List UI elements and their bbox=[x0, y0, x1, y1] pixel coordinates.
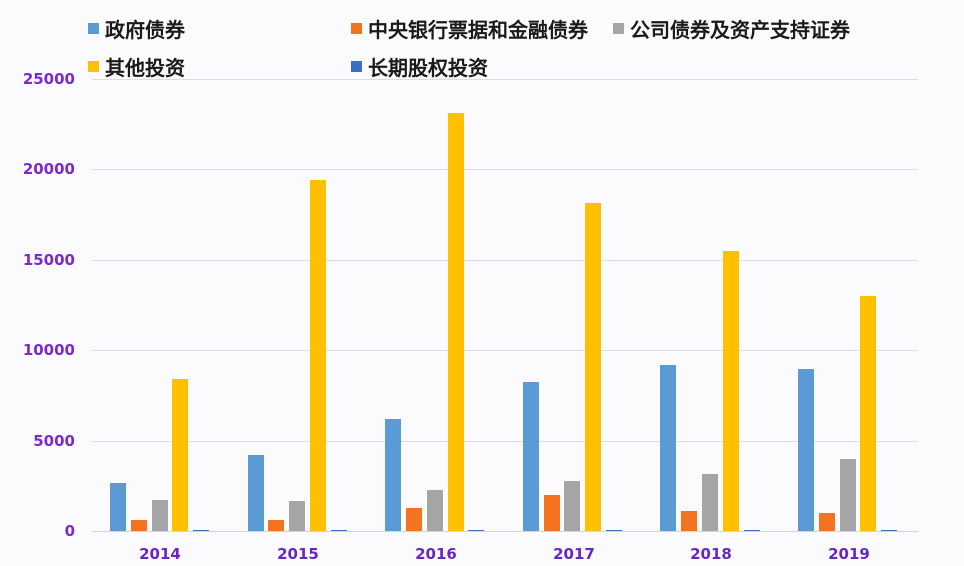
bar-2019-series-4 bbox=[881, 529, 898, 531]
legend-item-corporate-bonds: 公司债券及资产支持证券 bbox=[613, 14, 850, 43]
legend-swatch-icon bbox=[88, 61, 99, 72]
x-tick-label: 2015 bbox=[277, 545, 319, 563]
x-tick-label: 2019 bbox=[828, 545, 870, 563]
legend-label: 政府债券 bbox=[105, 18, 185, 42]
gridline bbox=[92, 169, 918, 170]
x-tick-label: 2018 bbox=[690, 545, 732, 563]
gridline bbox=[92, 79, 918, 80]
bar-2019-series-0 bbox=[798, 369, 814, 531]
y-tick-label: 15000 bbox=[22, 251, 75, 269]
y-tick-label: 25000 bbox=[22, 70, 75, 88]
x-tick-label: 2016 bbox=[415, 545, 457, 563]
bar-2017-series-1 bbox=[543, 495, 560, 531]
bar-2017-series-3 bbox=[585, 202, 602, 531]
bar-2014-series-0 bbox=[110, 483, 126, 531]
legend-item-central-bank-bills: 中央银行票据和金融债券 bbox=[351, 14, 588, 43]
bar-2014-series-2 bbox=[151, 499, 168, 531]
legend-swatch-icon bbox=[88, 23, 99, 34]
legend-item-long-term-equity: 长期股权投资 bbox=[351, 52, 488, 81]
gridline bbox=[92, 260, 918, 261]
bar-2016-series-1 bbox=[406, 508, 422, 531]
gridline bbox=[92, 350, 918, 351]
legend-swatch-icon bbox=[613, 23, 624, 34]
bar-2019-series-2 bbox=[839, 458, 856, 531]
bar-2015-series-1 bbox=[268, 520, 285, 531]
bar-2016-series-0 bbox=[385, 418, 402, 531]
legend-label: 长期股权投资 bbox=[368, 56, 488, 80]
bar-2016-series-2 bbox=[426, 489, 443, 531]
y-tick-label: 0 bbox=[64, 522, 75, 540]
gridline bbox=[92, 531, 918, 532]
bar-2019-series-1 bbox=[818, 512, 835, 531]
bar-2016-series-4 bbox=[468, 529, 485, 531]
bar-2017-series-0 bbox=[522, 381, 539, 531]
x-tick-label: 2014 bbox=[139, 545, 181, 563]
bar-2015-series-4 bbox=[330, 529, 347, 531]
legend-label: 公司债券及资产支持证券 bbox=[630, 18, 850, 42]
bar-2015-series-0 bbox=[247, 455, 264, 531]
y-tick-label: 10000 bbox=[22, 341, 75, 359]
bar-2017-series-2 bbox=[564, 480, 581, 531]
bar-2016-series-3 bbox=[447, 113, 464, 531]
bar-2018-series-1 bbox=[681, 511, 698, 531]
bar-2019-series-3 bbox=[860, 295, 877, 531]
chart-legend: 政府债券 中央银行票据和金融债券 公司债券及资产支持证券 其他投资 长期股权投资 bbox=[0, 0, 964, 80]
plot-area bbox=[92, 79, 918, 532]
legend-swatch-icon bbox=[351, 61, 362, 72]
x-tick-label: 2017 bbox=[553, 545, 595, 563]
bar-2014-series-3 bbox=[172, 379, 189, 531]
bar-2015-series-3 bbox=[310, 180, 326, 531]
legend-swatch-icon bbox=[351, 23, 362, 34]
bar-2018-series-0 bbox=[660, 364, 677, 531]
bar-2018-series-3 bbox=[722, 250, 739, 531]
legend-label: 中央银行票据和金融债券 bbox=[368, 18, 588, 42]
legend-label: 其他投资 bbox=[105, 56, 185, 80]
gridline bbox=[92, 441, 918, 442]
y-tick-label: 20000 bbox=[22, 160, 75, 178]
bar-2017-series-4 bbox=[606, 529, 622, 531]
legend-item-other-investments: 其他投资 bbox=[88, 52, 185, 81]
bar-2014-series-4 bbox=[193, 529, 210, 531]
legend-item-government-bonds: 政府债券 bbox=[88, 14, 185, 43]
bar-2014-series-1 bbox=[130, 520, 147, 531]
bar-2018-series-2 bbox=[702, 474, 718, 531]
bar-2018-series-4 bbox=[743, 529, 760, 531]
y-tick-label: 5000 bbox=[33, 432, 75, 450]
bar-2015-series-2 bbox=[289, 500, 306, 531]
